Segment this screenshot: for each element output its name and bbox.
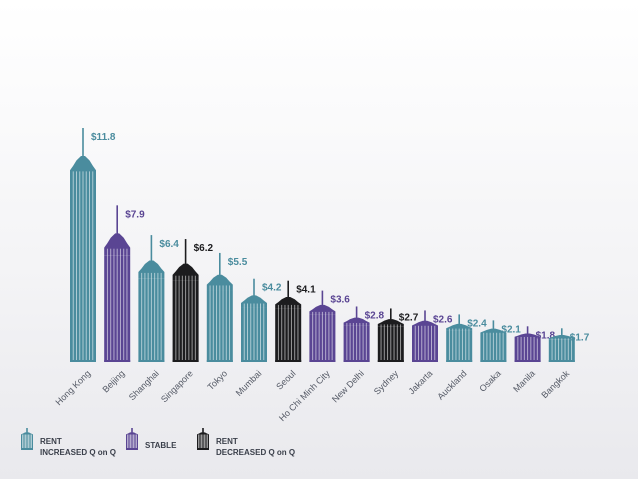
bar-jakarta [412, 310, 438, 362]
bar-seoul [275, 280, 302, 362]
value-label-jakarta: $2.6 [433, 314, 453, 325]
category-label-tokyo: Tokyo [206, 368, 230, 392]
bar-auckland [446, 314, 473, 362]
legend-label-stable: STABLE [145, 441, 177, 450]
value-label-manila: $1.8 [536, 330, 556, 341]
category-label-shanghai: Shanghai [127, 368, 161, 402]
bar-manila [514, 326, 541, 362]
legend-label-decreased: RENT DECREASED Q on Q [216, 437, 296, 457]
bar-beijing [104, 205, 131, 362]
value-label-sydney: $2.7 [399, 312, 419, 323]
building-icon-black [197, 428, 209, 450]
category-label-hong-kong: Hong Kong [53, 368, 92, 407]
category-label-new-delhi: New Delhi [330, 368, 366, 404]
category-label-auckland: Auckland [435, 368, 468, 401]
category-label-bangkok: Bangkok [539, 368, 571, 400]
category-label-singapore: Singapore [159, 368, 195, 404]
category-label-seoul: Seoul [274, 368, 297, 391]
category-label-mumbai: Mumbai [234, 368, 264, 398]
skyscraper-chart: $11.8 Hong Kong $7.9 Beijing $6.4 Shanghai $6.… [53, 128, 590, 423]
bar-mumbai [241, 278, 267, 362]
bar-ho-chi-minh-city [309, 290, 336, 362]
value-label-shanghai: $6.4 [159, 239, 179, 250]
value-label-ho-chi-minh-city: $3.6 [330, 295, 350, 306]
bar-new-delhi [343, 306, 370, 362]
bar-shanghai [138, 235, 165, 362]
category-label-sydney: Sydney [372, 368, 401, 397]
value-label-bangkok: $1.7 [570, 332, 590, 343]
bar-tokyo [206, 252, 233, 362]
legend-item-stable: STABLE [125, 428, 176, 451]
value-label-hong-kong: $11.8 [91, 132, 116, 143]
bar-bangkok [548, 328, 575, 362]
legend-label-increased: RENT INCREASED Q on Q [40, 437, 117, 457]
value-label-beijing: $7.9 [125, 209, 145, 220]
category-label-jakarta: Jakarta [406, 368, 434, 396]
bar-sydney [377, 308, 404, 362]
building-icon-purple [126, 428, 138, 450]
bar-singapore [172, 239, 199, 362]
legend-item-increased: RENT INCREASED Q on Q [20, 428, 116, 458]
legend: RENT INCREASED Q on Q STABLE RENT DECREA… [0, 428, 638, 468]
bar-hong-kong [70, 128, 96, 362]
building-icon-teal [21, 428, 33, 450]
value-label-osaka: $2.1 [501, 324, 521, 335]
legend-item-decreased: RENT DECREASED Q on Q [196, 428, 295, 458]
value-label-singapore: $6.2 [194, 243, 214, 254]
value-label-auckland: $2.4 [467, 318, 487, 329]
category-label-beijing: Beijing [100, 368, 126, 394]
value-label-tokyo: $5.5 [228, 257, 248, 268]
value-label-seoul: $4.1 [296, 285, 316, 296]
category-label-manila: Manila [511, 368, 537, 394]
value-label-mumbai: $4.2 [262, 283, 282, 294]
bar-osaka [480, 320, 507, 362]
category-label-osaka: Osaka [477, 368, 502, 393]
value-label-new-delhi: $2.8 [365, 310, 385, 321]
